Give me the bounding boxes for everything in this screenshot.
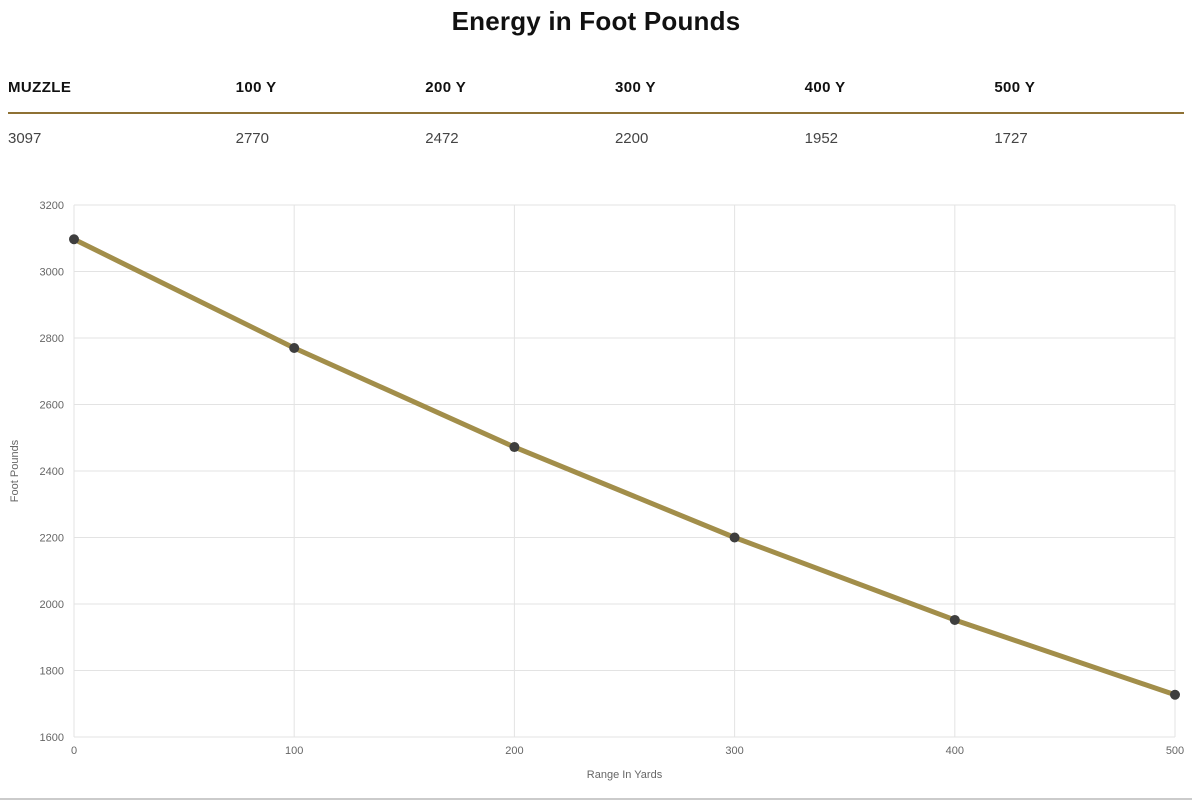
x-tick-label: 400 [946,745,964,757]
y-tick-label: 1600 [40,732,64,744]
table-value-cell: 1952 [804,130,839,147]
page-title: Energy in Foot Pounds [451,6,741,36]
data-point[interactable] [1170,689,1180,700]
data-point[interactable] [69,234,79,245]
data-point[interactable] [509,442,520,453]
y-tick-label: 2000 [40,599,64,611]
y-tick-label: 2400 [40,466,64,478]
y-tick-label: 2800 [40,333,64,345]
table-header-cell: 500 Y [994,79,1036,96]
x-tick-label: 500 [1166,745,1184,757]
table-header-cell: MUZZLE [8,79,72,96]
data-point[interactable] [729,532,740,543]
y-tick-label: 2200 [40,533,64,545]
y-tick-label: 2600 [40,400,64,412]
energy-line [71,236,1178,698]
chart-svg: 1600 1800 2000 2200 2400 2600 2800 3000 3200 0 100… [9,200,1184,781]
y-axis-title: Foot Pounds [9,439,21,502]
table-value-cell: 2200 [614,130,649,147]
x-tick-label: 0 [71,745,77,757]
x-tick-label: 100 [285,745,303,757]
y-tick-label: 3000 [40,267,64,279]
table-header-row: MUZZLE 100 Y 200 Y 300 Y 400 Y 500 Y [8,79,1184,114]
table-value-row: 3097 2770 2472 2200 1952 1727 [8,114,1184,147]
table-value-cell: 3097 [8,130,42,147]
table-header-cell: 100 Y [235,79,277,96]
table-value-cell: 1727 [994,130,1028,147]
table-header-cell: 200 Y [425,79,467,96]
x-tick-label: 300 [725,745,743,757]
data-point[interactable] [949,614,960,625]
energy-table: MUZZLE 100 Y 200 Y 300 Y 400 Y 500 Y 3097 2770… [8,79,1184,147]
data-point[interactable] [289,342,300,353]
energy-chart: 1600 1800 2000 2200 2400 2600 2800 3000 3200 0 100… [0,189,1192,789]
table-header-cell: 300 Y [614,79,656,96]
y-tick-label: 3200 [40,200,64,212]
x-tick-label: 200 [505,745,523,757]
x-axis-title: Range In Yards [587,769,663,781]
table-value-cell: 2472 [425,130,459,147]
table-header-cell: 400 Y [804,79,846,96]
table-value-cell: 2770 [235,130,269,147]
y-tick-label: 1800 [40,666,64,678]
